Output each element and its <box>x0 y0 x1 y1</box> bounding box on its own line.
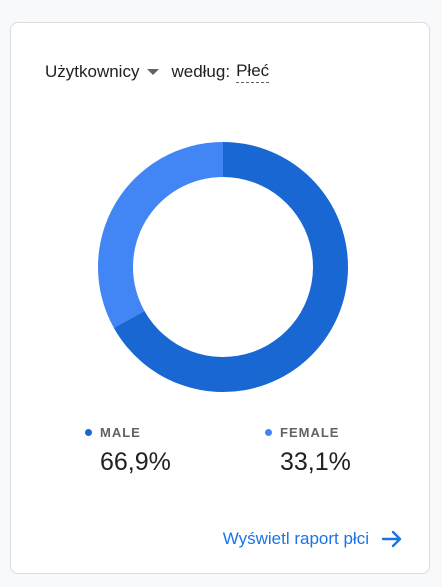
arrow-right-icon <box>381 530 403 548</box>
legend-dot-male <box>85 429 92 436</box>
donut-chart <box>97 141 349 393</box>
legend-text-male: MALE <box>100 425 141 440</box>
legend-label-female: FEMALE <box>265 425 351 440</box>
view-gender-report-link[interactable]: Wyświetl raport płci <box>223 529 403 549</box>
legend-value-male: 66,9% <box>100 448 171 476</box>
dimension-dropdown[interactable]: Płeć <box>236 61 270 83</box>
donut-chart-svg <box>98 142 348 392</box>
gender-card: Użytkownicy według: Płeć MALE 66,9% FEMA… <box>10 22 430 574</box>
metric-label: Użytkownicy <box>45 62 140 81</box>
metric-dropdown[interactable]: Użytkownicy <box>45 62 171 82</box>
donut-slice-female[interactable] <box>98 142 223 328</box>
legend-item-male: MALE 66,9% <box>85 425 171 477</box>
legend-value-female: 33,1% <box>280 448 351 476</box>
donut-slice-male[interactable] <box>113 142 348 392</box>
dimension-prefix: według: <box>171 62 231 81</box>
legend-label-male: MALE <box>85 425 171 440</box>
legend-dot-female <box>265 429 272 436</box>
legend-item-female: FEMALE 33,1% <box>265 425 351 477</box>
card-header: Użytkownicy według: Płeć <box>45 61 270 83</box>
legend-text-female: FEMALE <box>280 425 340 440</box>
caret-down-icon <box>147 69 160 75</box>
report-link-label: Wyświetl raport płci <box>222 529 369 548</box>
